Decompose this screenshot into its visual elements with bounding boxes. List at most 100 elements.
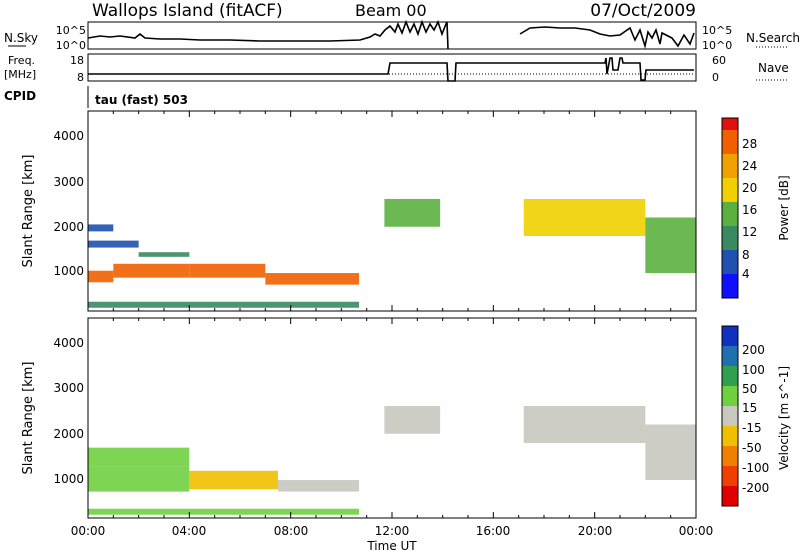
velocity-colorbar-band-6 bbox=[722, 386, 738, 406]
x-tick-00: 00:00 bbox=[71, 524, 106, 538]
power-colorbar-frame bbox=[721, 117, 739, 299]
x-tick-20: 20:00 bbox=[578, 524, 613, 538]
noise-right-label: N.Search bbox=[746, 31, 800, 45]
velocity-echo-region-2 bbox=[189, 470, 278, 490]
power-cbar-tick-28: 28 bbox=[742, 137, 757, 151]
power-echo-region-2 bbox=[138, 252, 190, 257]
x-tick-16: 16:00 bbox=[476, 524, 511, 538]
beam-title: Beam 00 bbox=[355, 1, 427, 20]
power-echo-region-5 bbox=[113, 263, 190, 278]
velocity-echo-region-3 bbox=[278, 480, 360, 492]
velocity-colorbar-band-1 bbox=[722, 486, 738, 506]
velocity-colorbar-band-9 bbox=[722, 326, 738, 346]
velocity-cbar-tick-50: 50 bbox=[742, 382, 757, 396]
x-axis-ticks bbox=[87, 111, 697, 518]
freq-right-tick-top: 60 bbox=[712, 54, 726, 67]
power-colorbar-band-8 bbox=[722, 118, 738, 130]
noise-right-tick-bottom: 10^0 bbox=[702, 39, 732, 52]
velocity-colorbar-band-5 bbox=[722, 406, 738, 426]
velocity-colorbar-band-8 bbox=[722, 346, 738, 366]
velocity-echo-region-6 bbox=[384, 405, 441, 434]
velocity-colorbar-band-7 bbox=[722, 366, 738, 386]
x-tick-24: 00:00 bbox=[679, 524, 714, 538]
freq-left-tick-bottom: 8 bbox=[77, 71, 84, 84]
power-echo-region-9 bbox=[384, 198, 441, 227]
freq-trace bbox=[88, 57, 694, 82]
power-echo-region-10 bbox=[523, 198, 646, 236]
cpid-label: CPID bbox=[4, 89, 36, 103]
velocity-ytick-3000: 3000 bbox=[53, 381, 84, 395]
velocity-echo-marks bbox=[88, 405, 696, 515]
velocity-ylabel: Slant Range [km] bbox=[21, 362, 36, 475]
noise-sky-trace bbox=[87, 19, 449, 50]
x-axis-label: Time UT bbox=[366, 539, 417, 553]
power-colorbar-band-6 bbox=[722, 154, 738, 178]
date-title: 07/Oct/2009 bbox=[590, 1, 696, 21]
power-cbar-tick-8: 8 bbox=[742, 248, 750, 262]
power-colorbar-band-4 bbox=[722, 202, 738, 226]
velocity-cbar-tick-100: 100 bbox=[742, 363, 765, 377]
velocity-colorbar-label: Velocity [m s^-1] bbox=[777, 366, 791, 470]
velocity-echo-region-7 bbox=[523, 405, 646, 443]
noise-left-tick-bottom: 10^0 bbox=[56, 39, 86, 52]
velocity-cbar-tick-200: 200 bbox=[742, 343, 765, 357]
power-colorbar-band-5 bbox=[722, 178, 738, 202]
power-colorbar-label: Power [dB] bbox=[777, 175, 791, 240]
noise-sky-trace-2 bbox=[519, 26, 695, 50]
velocity-colorbar-band-2 bbox=[722, 466, 738, 486]
velocity-colorbar bbox=[721, 325, 739, 507]
velocity-colorbar-frame bbox=[721, 325, 739, 507]
velocity-panel: Slant Range [km] 1000 2000 3000 4000 200… bbox=[21, 317, 791, 519]
freq-left-units: [MHz] bbox=[4, 68, 36, 81]
velocity-cbar-tick-neg15: -15 bbox=[742, 421, 762, 435]
velocity-cbar-tick-neg50: -50 bbox=[742, 441, 762, 455]
power-ytick-2000: 2000 bbox=[53, 220, 84, 234]
power-echo-region-1 bbox=[88, 240, 139, 248]
freq-panel-frame bbox=[87, 53, 697, 82]
x-tick-04: 04:00 bbox=[172, 524, 207, 538]
freq-left-tick-top: 18 bbox=[70, 54, 84, 67]
power-colorbar bbox=[721, 117, 739, 299]
power-ytick-1000: 1000 bbox=[53, 264, 84, 278]
power-echo-marks bbox=[88, 198, 696, 308]
velocity-echo-region-1 bbox=[88, 466, 190, 492]
freq-right-tick-bottom: 0 bbox=[712, 71, 719, 84]
power-colorbar-band-7 bbox=[722, 130, 738, 154]
velocity-echo-region-4 bbox=[88, 447, 190, 467]
power-echo-region-11 bbox=[645, 217, 696, 274]
x-tick-08: 08:00 bbox=[274, 524, 309, 538]
velocity-echo-region-8 bbox=[645, 424, 696, 481]
noise-panel-frame bbox=[87, 21, 697, 50]
freq-left-label: Freq. bbox=[8, 54, 35, 67]
noise-left-label: N.Sky bbox=[4, 31, 38, 45]
power-cbar-tick-4: 4 bbox=[742, 267, 750, 281]
x-tick-12: 12:00 bbox=[375, 524, 410, 538]
power-cbar-tick-12: 12 bbox=[742, 225, 757, 239]
velocity-ytick-2000: 2000 bbox=[53, 427, 84, 441]
velocity-ytick-1000: 1000 bbox=[53, 472, 84, 486]
power-ytick-4000: 4000 bbox=[53, 129, 84, 143]
velocity-colorbar-band-3 bbox=[722, 446, 738, 466]
power-echo-region-6 bbox=[189, 263, 266, 278]
cpid-value: tau (fast) 503 bbox=[95, 93, 188, 107]
velocity-cbar-tick-neg100: -100 bbox=[742, 461, 769, 475]
power-ytick-3000: 3000 bbox=[53, 175, 84, 189]
power-echo-region-4 bbox=[88, 270, 114, 283]
power-colorbar-band-1 bbox=[722, 274, 738, 298]
power-cbar-tick-24: 24 bbox=[742, 159, 757, 173]
velocity-cbar-tick-15: 15 bbox=[742, 401, 757, 415]
velocity-ytick-4000: 4000 bbox=[53, 336, 84, 350]
power-echo-region-8 bbox=[88, 301, 360, 308]
power-cbar-tick-16: 16 bbox=[742, 203, 757, 217]
velocity-cbar-tick-neg200: -200 bbox=[742, 481, 769, 495]
power-echo-region-3 bbox=[88, 224, 114, 232]
power-echo-region-7 bbox=[265, 273, 360, 285]
station-title: Wallops Island (fitACF) bbox=[92, 1, 283, 21]
power-colorbar-band-3 bbox=[722, 226, 738, 250]
velocity-colorbar-band-4 bbox=[722, 426, 738, 446]
velocity-echo-region-5 bbox=[88, 508, 360, 515]
freq-right-label: Nave bbox=[758, 61, 789, 75]
power-cbar-tick-20: 20 bbox=[742, 181, 757, 195]
noise-right-tick-top: 10^5 bbox=[702, 24, 732, 37]
